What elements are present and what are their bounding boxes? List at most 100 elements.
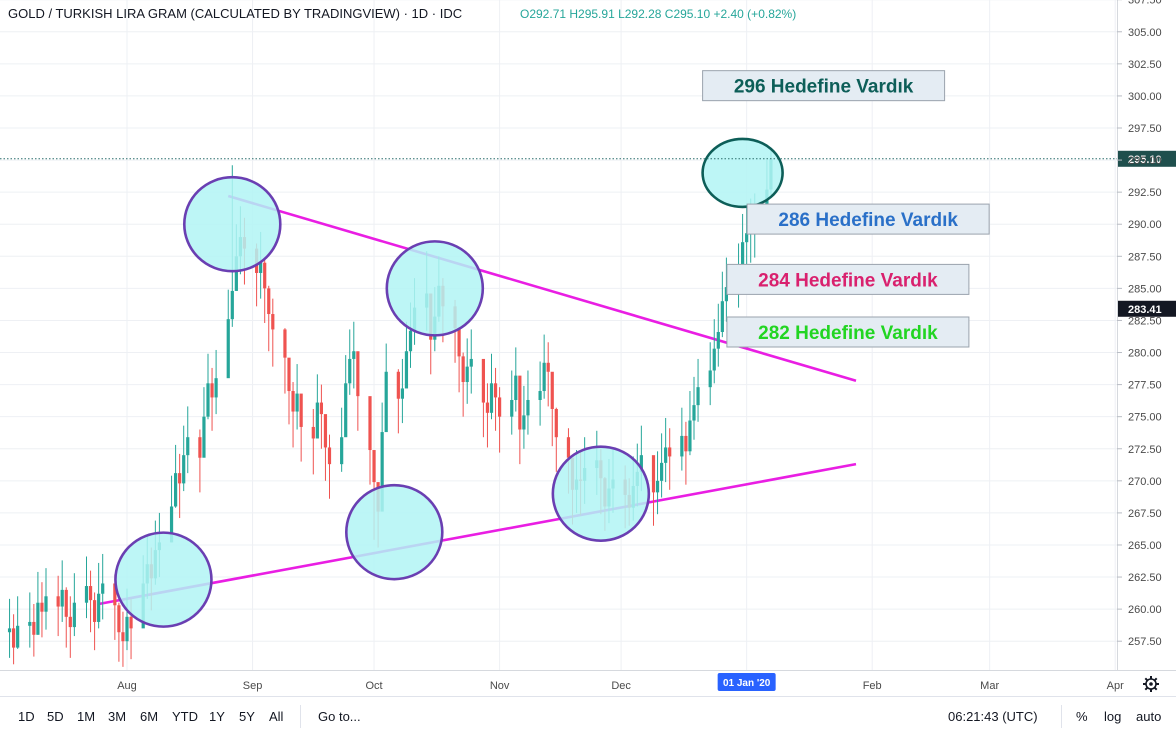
candle: [64, 587, 68, 648]
candle: [461, 352, 465, 417]
log-scale-toggle[interactable]: log: [1104, 709, 1121, 724]
candle-body: [88, 586, 93, 601]
candle-body: [283, 329, 287, 358]
candle-body: [546, 362, 550, 372]
candle-body: [680, 435, 684, 457]
candle: [716, 303, 720, 367]
price-tick-label: 287.50: [1128, 251, 1162, 263]
candle-body: [550, 371, 554, 409]
annotation[interactable]: 296 Hedefine Vardık: [702, 70, 946, 102]
candle-body: [327, 447, 332, 465]
candle-body: [113, 583, 117, 606]
candle-body: [295, 393, 299, 412]
candle: [178, 453, 182, 519]
time-tick-label: Mar: [980, 680, 999, 692]
candle: [481, 358, 485, 438]
auto-scale-toggle[interactable]: auto: [1136, 709, 1161, 724]
annotation-label: 284 Hedefine Vardık: [758, 270, 938, 291]
highlight-circles: [114, 137, 784, 628]
time-tick-label: Aug: [117, 680, 137, 692]
timeframe-button-5y[interactable]: 5Y: [239, 709, 255, 724]
candle-body: [741, 242, 745, 273]
candle-body: [498, 397, 502, 417]
annotation[interactable]: 286 Hedefine Vardık: [746, 203, 990, 235]
candle: [182, 425, 186, 492]
price-tick-label: 267.50: [1128, 508, 1162, 520]
candle-body: [28, 621, 32, 626]
timeframe-button-1m[interactable]: 1M: [77, 709, 95, 724]
candle-body: [263, 262, 267, 289]
candle-body: [368, 396, 372, 451]
candle-body: [202, 416, 206, 458]
settings-gear-icon[interactable]: [1143, 676, 1159, 692]
candle: [368, 396, 372, 485]
candle: [404, 321, 409, 389]
candle-body: [465, 366, 469, 383]
timeframe-button-1d[interactable]: 1D: [18, 709, 35, 724]
timeframe-button-6m[interactable]: 6M: [140, 709, 158, 724]
candle-body: [344, 383, 348, 438]
candle-body: [44, 596, 48, 612]
timeframe-button-5d[interactable]: 5D: [47, 709, 64, 724]
candle: [36, 571, 40, 635]
candle: [526, 370, 530, 435]
candle: [400, 358, 404, 424]
candle-body: [226, 319, 230, 379]
candle: [88, 570, 93, 633]
timeframe-button-1y[interactable]: 1Y: [209, 709, 225, 724]
candle-body: [489, 383, 494, 413]
time-axis[interactable]: Aug Sep Oct Nov Dec 01 Jan '20 Feb Mar Apr: [117, 673, 1124, 692]
candle-body: [169, 506, 174, 543]
annotation[interactable]: 284 Hedefine Vardık: [726, 263, 970, 295]
candle: [712, 319, 716, 384]
candle: [12, 614, 16, 665]
candle-body: [16, 625, 20, 648]
candle-body: [457, 328, 461, 357]
timeframe-button-3m[interactable]: 3M: [108, 709, 126, 724]
candle: [315, 374, 319, 439]
price-tick-label: 270.00: [1128, 476, 1162, 488]
candle: [538, 361, 542, 426]
candle-body: [348, 358, 352, 384]
candle-body: [287, 357, 291, 392]
candle-body: [493, 383, 498, 398]
price-tick-label: 272.50: [1128, 444, 1162, 456]
candle-body: [210, 383, 214, 398]
candle-body: [538, 391, 542, 400]
candle-body: [117, 605, 121, 633]
candle-body: [684, 435, 688, 452]
candle-body: [311, 426, 315, 439]
percent-scale-toggle[interactable]: %: [1076, 709, 1088, 724]
highlight-circle: [551, 445, 651, 542]
price-axis[interactable]: 257.50 260.00 262.50 265.00 267.50 270.00 272.…: [1117, 0, 1162, 648]
goto-button[interactable]: Go to...: [318, 709, 361, 724]
candle: [708, 342, 712, 406]
candle: [40, 582, 44, 638]
timeframe-button-all[interactable]: All: [269, 709, 284, 724]
candle-body: [554, 408, 558, 438]
candle-body: [542, 362, 546, 392]
candle: [28, 592, 32, 648]
candle: [514, 347, 518, 412]
candle: [93, 592, 97, 651]
annotation-box: [726, 263, 970, 295]
timeframe-button-ytd[interactable]: YTD: [172, 709, 198, 724]
candle: [206, 353, 210, 420]
candle-body: [56, 596, 60, 607]
candle-body: [720, 301, 724, 332]
candle: [267, 285, 271, 352]
price-tick-label: 302.50: [1128, 59, 1162, 71]
annotation[interactable]: 282 Hedefine Vardık: [726, 316, 970, 348]
candle-body: [32, 621, 36, 635]
candle-body: [206, 383, 210, 417]
price-tick-label: 260.00: [1128, 604, 1162, 616]
candle: [493, 367, 498, 431]
candle-body: [267, 288, 271, 315]
candle-body: [688, 420, 692, 452]
candle: [542, 334, 546, 399]
candle: [121, 611, 125, 667]
candle: [72, 573, 76, 637]
candle: [291, 382, 295, 448]
candle-body: [234, 256, 238, 291]
